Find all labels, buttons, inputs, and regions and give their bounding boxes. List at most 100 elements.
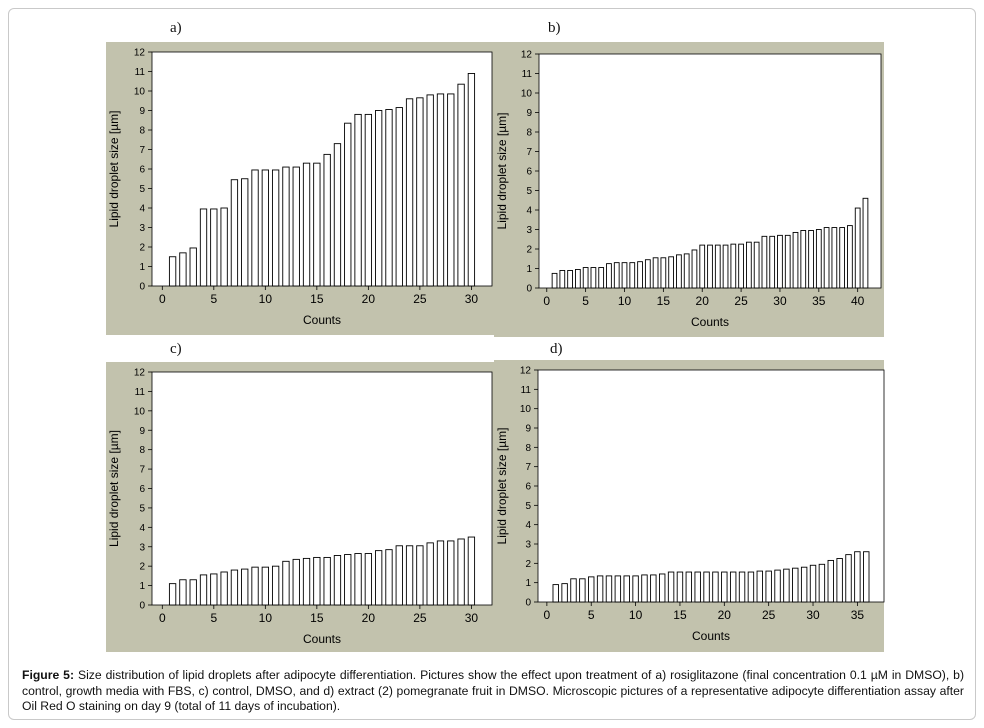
bar-37 [831,227,838,289]
bar-28 [761,235,768,289]
panel-label-b: b) [548,20,561,36]
bar-1 [168,583,177,606]
y-tick-label: 0 [139,601,145,612]
x-tick-label: 10 [618,294,632,308]
bar-17 [694,571,701,603]
x-axis-label: Counts [303,313,341,327]
y-tick-label: 3 [525,540,531,551]
x-axis-label: Counts [691,315,729,329]
bar-28 [447,540,455,606]
bar-6 [220,207,228,287]
bar-28 [792,567,799,603]
bar-23 [395,107,403,287]
y-tick-label: 3 [139,223,145,234]
bar-29 [800,566,808,603]
bar-5 [582,267,589,289]
bar-14 [302,162,311,287]
x-tick-label: 0 [159,611,166,625]
bar-29 [457,83,465,287]
bar-20 [364,113,373,287]
x-tick-label: 30 [465,611,479,625]
bar-33 [800,230,807,289]
y-tick-label: 11 [521,385,532,396]
bar-3 [567,269,573,289]
y-tick-label: 0 [526,284,532,295]
y-tick-label: 1 [139,581,145,592]
bar-10 [621,262,628,289]
bar-12 [650,574,657,603]
x-tick-label: 10 [259,611,273,625]
x-tick-label: 30 [465,292,479,306]
x-tick-label: 15 [310,611,324,625]
bar-21 [729,571,737,603]
x-tick-label: 5 [588,608,595,622]
bar-17 [333,143,342,287]
y-tick-label: 11 [135,67,146,78]
bar-16 [668,256,674,289]
bar-7 [230,569,239,606]
figure-caption: Figure 5: Size distribution of lipid dro… [22,668,964,715]
bar-29 [457,538,465,606]
bar-34 [808,230,814,289]
y-tick-label: 9 [139,106,145,117]
bar-18 [703,571,710,603]
y-tick-label: 11 [522,69,533,80]
bar-13 [658,573,666,603]
bar-8 [606,263,612,289]
y-tick-label: 1 [525,578,531,589]
bar-18 [683,253,690,289]
y-tick-label: 3 [139,542,145,553]
bar-4 [579,578,586,603]
bar-32 [792,231,799,289]
bar-8 [241,178,249,287]
y-tick-label: 12 [134,48,146,59]
bar-4 [199,208,208,287]
y-tick-label: 4 [525,520,531,531]
bar-13 [292,166,300,287]
bar-24 [730,243,737,289]
x-tick-label: 0 [544,608,551,622]
y-tick-label: 9 [139,426,145,437]
bar-24 [756,570,763,603]
bar-26 [426,542,434,606]
panel-label-a: a) [170,20,182,36]
plot-area [537,369,885,603]
y-tick-label: 6 [525,482,531,493]
plot-area [151,51,493,287]
y-tick-label: 9 [525,424,531,435]
x-tick-label: 5 [210,611,217,625]
y-tick-label: 12 [521,50,533,61]
bar-7 [598,267,605,289]
bar-15 [313,556,321,606]
y-axis-label: Lipid droplet size [µm] [107,430,121,547]
bar-2 [561,583,568,603]
bar-26 [774,569,781,603]
bar-36 [823,227,830,289]
bar-41 [862,197,869,289]
bar-25 [416,97,424,287]
bar-14 [652,257,659,289]
bar-15 [660,257,667,289]
bar-17 [333,555,342,606]
bar-15 [676,571,684,603]
y-tick-label: 7 [526,147,532,158]
bar-19 [354,113,362,287]
bar-25 [738,243,744,289]
bar-17 [676,254,682,289]
y-tick-label: 3 [526,225,532,236]
y-tick-label: 2 [525,559,531,570]
x-axis-label: Counts [303,632,341,646]
y-tick-label: 7 [139,145,145,156]
bar-18 [344,122,352,287]
bar-10 [261,566,269,606]
bar-21 [375,550,383,606]
x-tick-label: 30 [806,608,820,622]
bar-29 [769,235,776,289]
bar-12 [637,261,643,289]
bar-11 [271,169,280,287]
bar-1 [552,584,559,603]
bar-23 [747,571,755,603]
